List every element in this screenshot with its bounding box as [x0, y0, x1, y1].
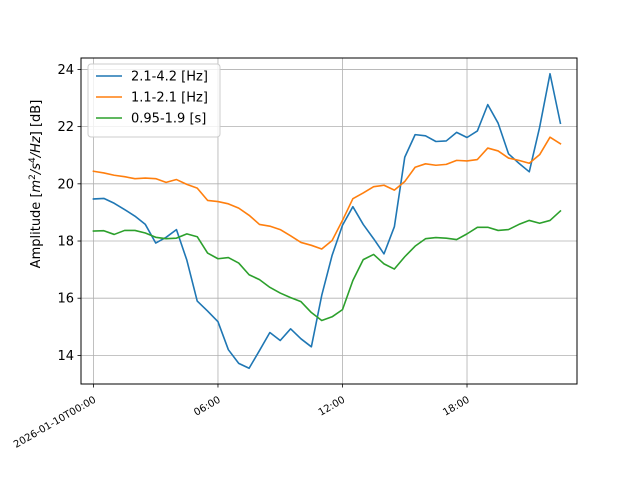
y-tick-label: 24: [57, 63, 74, 78]
series-lines: [92, 72, 562, 370]
y-tick-label: 22: [57, 120, 74, 135]
legend-label-3: 0.95-1.9 [s]: [131, 112, 206, 127]
legend-label-2: 1.1-2.1 [Hz]: [131, 91, 208, 106]
y-tick-label: 16: [57, 292, 74, 307]
plot-frame: [80, 57, 578, 385]
y-axis-label: Amplitude [m2/s4/Hz] [dB]: [28, 100, 44, 269]
y-tick-label: 18: [57, 235, 74, 250]
y-axis-ticks: 14 16 18 20 22 24: [57, 63, 81, 364]
series-line-1: [92, 72, 562, 370]
series-line-3: [92, 209, 562, 322]
y-tick-label: 20: [57, 177, 74, 192]
legend: 2.1-4.2 [Hz] 1.1-2.1 [Hz] 0.95-1.9 [s]: [87, 63, 221, 138]
legend-label-1: 2.1-4.2 [Hz]: [131, 70, 208, 85]
series-line-2: [92, 136, 562, 250]
y-tick-label: 14: [57, 349, 74, 364]
